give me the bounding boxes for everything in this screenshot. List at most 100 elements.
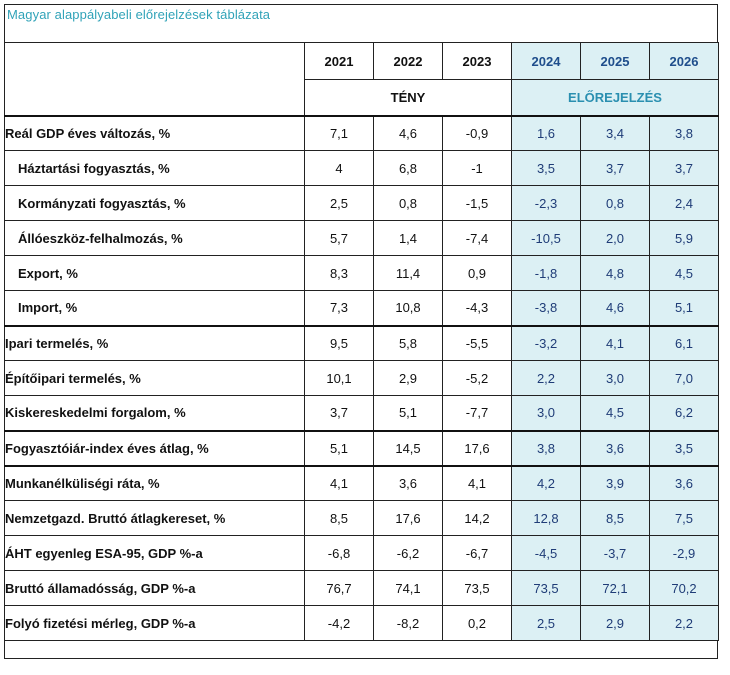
group-fact-label: TÉNY: [304, 79, 512, 116]
fact-value-cell: 7,3: [304, 290, 374, 326]
forecast-value-cell: 7,5: [649, 500, 719, 536]
row-label: Nemzetgazd. Bruttó átlagkereset, %: [4, 500, 305, 536]
fact-value-cell: 74,1: [373, 570, 443, 606]
table-row: Állóeszköz-felhalmozás, % 5,7 1,4 -7,4 -10,5…: [4, 220, 719, 256]
forecast-value-cell: 5,1: [649, 290, 719, 326]
forecast-value-cell: 3,9: [580, 464, 650, 501]
forecast-value-cell: -2,3: [511, 185, 581, 221]
year-header-forecast: 2024: [511, 42, 581, 80]
table-row: Export, % 8,3 11,4 0,9 -1,8 4,8 4,5: [4, 255, 719, 291]
row-label: Munkanélküliségi ráta, %: [4, 464, 305, 501]
fact-value-cell: -6,2: [373, 535, 443, 571]
table-row: Reál GDP éves változás, % 7,1 4,6 -0,9 1,6 3,…: [4, 114, 719, 151]
fact-value-cell: -7,4: [442, 220, 512, 256]
table-row: Import, % 7,3 10,8 -4,3 -3,8 4,6 5,1: [4, 290, 719, 326]
header-corner: [4, 42, 305, 80]
row-label: Építőipari termelés, %: [4, 360, 305, 396]
fact-value-cell: 17,6: [373, 500, 443, 536]
year-header-row: 2021 2022 2023 2024 2025 2026: [4, 42, 719, 80]
table-row: Kormányzati fogyasztás, % 2,5 0,8 -1,5 -2,3 0…: [4, 185, 719, 221]
table-row: Munkanélküliségi ráta, % 4,1 3,6 4,1 4,2 3,9 3…: [4, 464, 719, 501]
fact-value-cell: 8,5: [304, 500, 374, 536]
table-row: ÁHT egyenleg ESA-95, GDP %-a -6,8 -6,2 -6,7…: [4, 535, 719, 571]
forecast-value-cell: 2,2: [649, 605, 719, 641]
row-label: Kiskereskedelmi forgalom, %: [4, 395, 305, 431]
row-label: Export, %: [4, 255, 305, 291]
fact-value-cell: 5,1: [373, 395, 443, 431]
table-title: Magyar alappályabeli előrejelzések táblá…: [7, 7, 271, 22]
year-header: 2022: [373, 42, 443, 80]
forecast-value-cell: 3,8: [649, 114, 719, 151]
forecast-value-cell: 6,2: [649, 395, 719, 431]
forecast-value-cell: 4,8: [580, 255, 650, 291]
fact-value-cell: 8,3: [304, 255, 374, 291]
fact-value-cell: 5,8: [373, 324, 443, 361]
table-row: Fogyasztóiár-index éves átlag, % 5,1 14,5 1…: [4, 429, 719, 466]
forecast-value-cell: 4,5: [580, 395, 650, 431]
fact-value-cell: 10,8: [373, 290, 443, 326]
forecast-value-cell: 0,8: [580, 185, 650, 221]
row-label: Import, %: [4, 290, 305, 326]
forecast-value-cell: 3,6: [649, 464, 719, 501]
row-label: Kormányzati fogyasztás, %: [4, 185, 305, 221]
forecast-value-cell: 72,1: [580, 570, 650, 606]
forecast-value-cell: 4,1: [580, 324, 650, 361]
fact-value-cell: 9,5: [304, 324, 374, 361]
row-label: Háztartási fogyasztás, %: [4, 150, 305, 186]
fact-value-cell: 5,1: [304, 429, 374, 466]
year-header: 2021: [304, 42, 374, 80]
forecast-value-cell: -4,5: [511, 535, 581, 571]
forecast-value-cell: 3,6: [580, 429, 650, 466]
forecast-value-cell: -3,2: [511, 324, 581, 361]
table-row: Építőipari termelés, % 10,1 2,9 -5,2 2,2 3,0 7…: [4, 360, 719, 396]
fact-value-cell: 14,5: [373, 429, 443, 466]
forecast-value-cell: 1,6: [511, 114, 581, 151]
forecast-value-cell: -2,9: [649, 535, 719, 571]
table-body: Reál GDP éves változás, % 7,1 4,6 -0,9 1,6 3,…: [4, 114, 719, 641]
fact-value-cell: 4,6: [373, 114, 443, 151]
forecast-value-cell: 4,6: [580, 290, 650, 326]
fact-value-cell: -5,2: [442, 360, 512, 396]
forecast-value-cell: 3,7: [649, 150, 719, 186]
table-row: Ipari termelés, % 9,5 5,8 -5,5 -3,2 4,1 6,1: [4, 324, 719, 361]
forecast-value-cell: 8,5: [580, 500, 650, 536]
fact-value-cell: 3,6: [373, 464, 443, 501]
row-label: Állóeszköz-felhalmozás, %: [4, 220, 305, 256]
year-header: 2023: [442, 42, 512, 80]
forecast-value-cell: 2,5: [511, 605, 581, 641]
forecast-value-cell: 4,2: [511, 464, 581, 501]
table-row: Folyó fizetési mérleg, GDP %-a -4,2 -8,2 0,…: [4, 605, 719, 641]
table-row: Bruttó államadósság, GDP %-a 76,7 74,1 73,5…: [4, 570, 719, 606]
fact-value-cell: -7,7: [442, 395, 512, 431]
forecast-value-cell: 3,5: [511, 150, 581, 186]
year-header-forecast: 2025: [580, 42, 650, 80]
forecast-value-cell: 3,7: [580, 150, 650, 186]
year-header-forecast: 2026: [649, 42, 719, 80]
fact-value-cell: 0,9: [442, 255, 512, 291]
fact-value-cell: 7,1: [304, 114, 374, 151]
fact-value-cell: 10,1: [304, 360, 374, 396]
forecast-value-cell: 6,1: [649, 324, 719, 361]
row-label: Ipari termelés, %: [4, 324, 305, 361]
fact-value-cell: -6,8: [304, 535, 374, 571]
group-header-row: TÉNY ELŐREJELZÉS: [4, 79, 719, 116]
forecast-value-cell: 4,5: [649, 255, 719, 291]
forecast-value-cell: 2,0: [580, 220, 650, 256]
fact-value-cell: 2,5: [304, 185, 374, 221]
forecast-value-cell: 3,0: [511, 395, 581, 431]
header-corner: [4, 79, 305, 116]
forecast-value-cell: -1,8: [511, 255, 581, 291]
forecast-value-cell: -3,7: [580, 535, 650, 571]
fact-value-cell: 14,2: [442, 500, 512, 536]
forecast-value-cell: 2,2: [511, 360, 581, 396]
row-label: Fogyasztóiár-index éves átlag, %: [4, 429, 305, 466]
row-label: ÁHT egyenleg ESA-95, GDP %-a: [4, 535, 305, 571]
row-label: Folyó fizetési mérleg, GDP %-a: [4, 605, 305, 641]
table-row: Kiskereskedelmi forgalom, % 3,7 5,1 -7,7 3,0…: [4, 395, 719, 431]
forecast-value-cell: 2,4: [649, 185, 719, 221]
forecast-value-cell: -10,5: [511, 220, 581, 256]
fact-value-cell: 6,8: [373, 150, 443, 186]
forecast-value-cell: 5,9: [649, 220, 719, 256]
fact-value-cell: 4: [304, 150, 374, 186]
forecast-table: 2021 2022 2023 2024 2025 2026 TÉNY ELŐRE…: [4, 42, 719, 641]
